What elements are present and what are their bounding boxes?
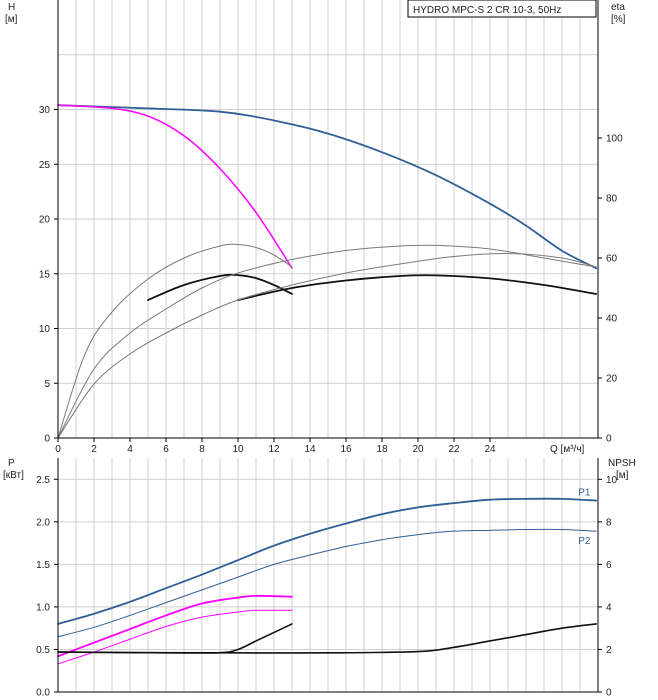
top-xtick-label: 12 <box>268 444 280 455</box>
top-series-line-0 <box>57 104 598 270</box>
bottom-ytick-right-label: 0 <box>606 688 612 699</box>
bottom-ylabel-right-line1: NPSH <box>608 458 636 469</box>
top-xtick-label: 8 <box>199 444 205 455</box>
top-ytick-right-label: 0 <box>606 434 612 445</box>
bottom-series-line-0 <box>57 497 598 625</box>
bottom-ytick-left-label: 2.0 <box>36 517 50 528</box>
top-xtick-label: 10 <box>232 444 244 455</box>
top-series-line-1 <box>57 104 293 270</box>
bottom-ytick-right-label: 6 <box>606 560 612 571</box>
top-xtick-label: 16 <box>340 444 352 455</box>
top-series-line-6 <box>57 252 597 439</box>
top-ytick-left-label: 0 <box>44 434 50 445</box>
bottom-ytick-right-label: 4 <box>606 602 612 613</box>
bottom-ylabel-left-line2: [кВт] <box>3 470 24 481</box>
bottom-ytick-right-label: 8 <box>606 517 612 528</box>
bottom-series-label-p2: P2 <box>578 536 591 547</box>
top-ylabel-left-line2: [м] <box>5 14 18 25</box>
bottom-series-line-1 <box>57 528 597 638</box>
top-ytick-right-label: 20 <box>606 374 618 385</box>
top-ytick-right-label: 40 <box>606 314 618 325</box>
bottom-ytick-left-label: 1.5 <box>36 560 50 571</box>
bottom-series-line-3 <box>57 609 293 665</box>
top-ylabel-left-line1: H <box>8 2 15 13</box>
top-xtick-label: 2 <box>91 444 97 455</box>
bottom-ytick-right-label: 2 <box>606 645 612 656</box>
top-ytick-left-label: 5 <box>44 379 50 390</box>
top-xtick-label: 18 <box>376 444 388 455</box>
top-ylabel-right-line2: [%] <box>611 14 626 25</box>
top-series-line-5 <box>237 274 598 301</box>
top-ytick-right-label: 80 <box>606 194 618 205</box>
top-ytick-left-label: 25 <box>39 160 51 171</box>
power-npsh-chart: 0.0 0.5 1.0 1.5 2.0 2.5 0 2 4 6 8 10 P1 P2 P [кВт] N… <box>3 458 636 699</box>
bottom-series-line-5 <box>57 623 597 654</box>
chart-title-box <box>407 0 597 18</box>
top-ytick-left-label: 15 <box>39 269 51 280</box>
bottom-ytick-left-label: 1.0 <box>36 602 50 613</box>
top-ytick-left-label: 10 <box>39 324 51 335</box>
bottom-ylabel-right-line2: [м] <box>616 470 629 481</box>
top-xtick-label: 6 <box>163 444 169 455</box>
bottom-ylabel-left-line1: P <box>8 458 15 469</box>
bottom-ytick-left-label: 2.5 <box>36 475 50 486</box>
top-series-line-3 <box>147 273 293 301</box>
top-ytick-right-label: 100 <box>606 134 623 145</box>
top-ytick-right-label: 60 <box>606 254 618 265</box>
top-series-line-2 <box>57 243 293 439</box>
top-xtick-label: 4 <box>127 444 133 455</box>
top-ytick-left-label: 20 <box>39 215 51 226</box>
bottom-series-label-p1: P1 <box>578 488 591 499</box>
top-xtick-label: 24 <box>484 444 496 455</box>
bottom-series-line-2 <box>57 594 293 658</box>
bottom-ytick-right-label: 10 <box>606 475 618 486</box>
bottom-series-line-4 <box>57 623 293 654</box>
top-xtick-label: 14 <box>304 444 316 455</box>
bottom-ytick-left-label: 0.0 <box>36 688 50 699</box>
bottom-ytick-left-label: 0.5 <box>36 645 50 656</box>
top-xtick-label: 20 <box>412 444 424 455</box>
top-ytick-left-label: 30 <box>39 105 51 116</box>
top-xtick-label: 22 <box>448 444 460 455</box>
top-xtick-label: 0 <box>55 444 61 455</box>
x-axis-label: Q [м³/ч] <box>550 444 585 455</box>
top-ylabel-right-line1: eta <box>611 2 625 13</box>
top-series-line-4 <box>57 244 597 439</box>
chart-title: HYDRO MPC-S 2 CR 10-3, 50Hz <box>413 5 561 16</box>
